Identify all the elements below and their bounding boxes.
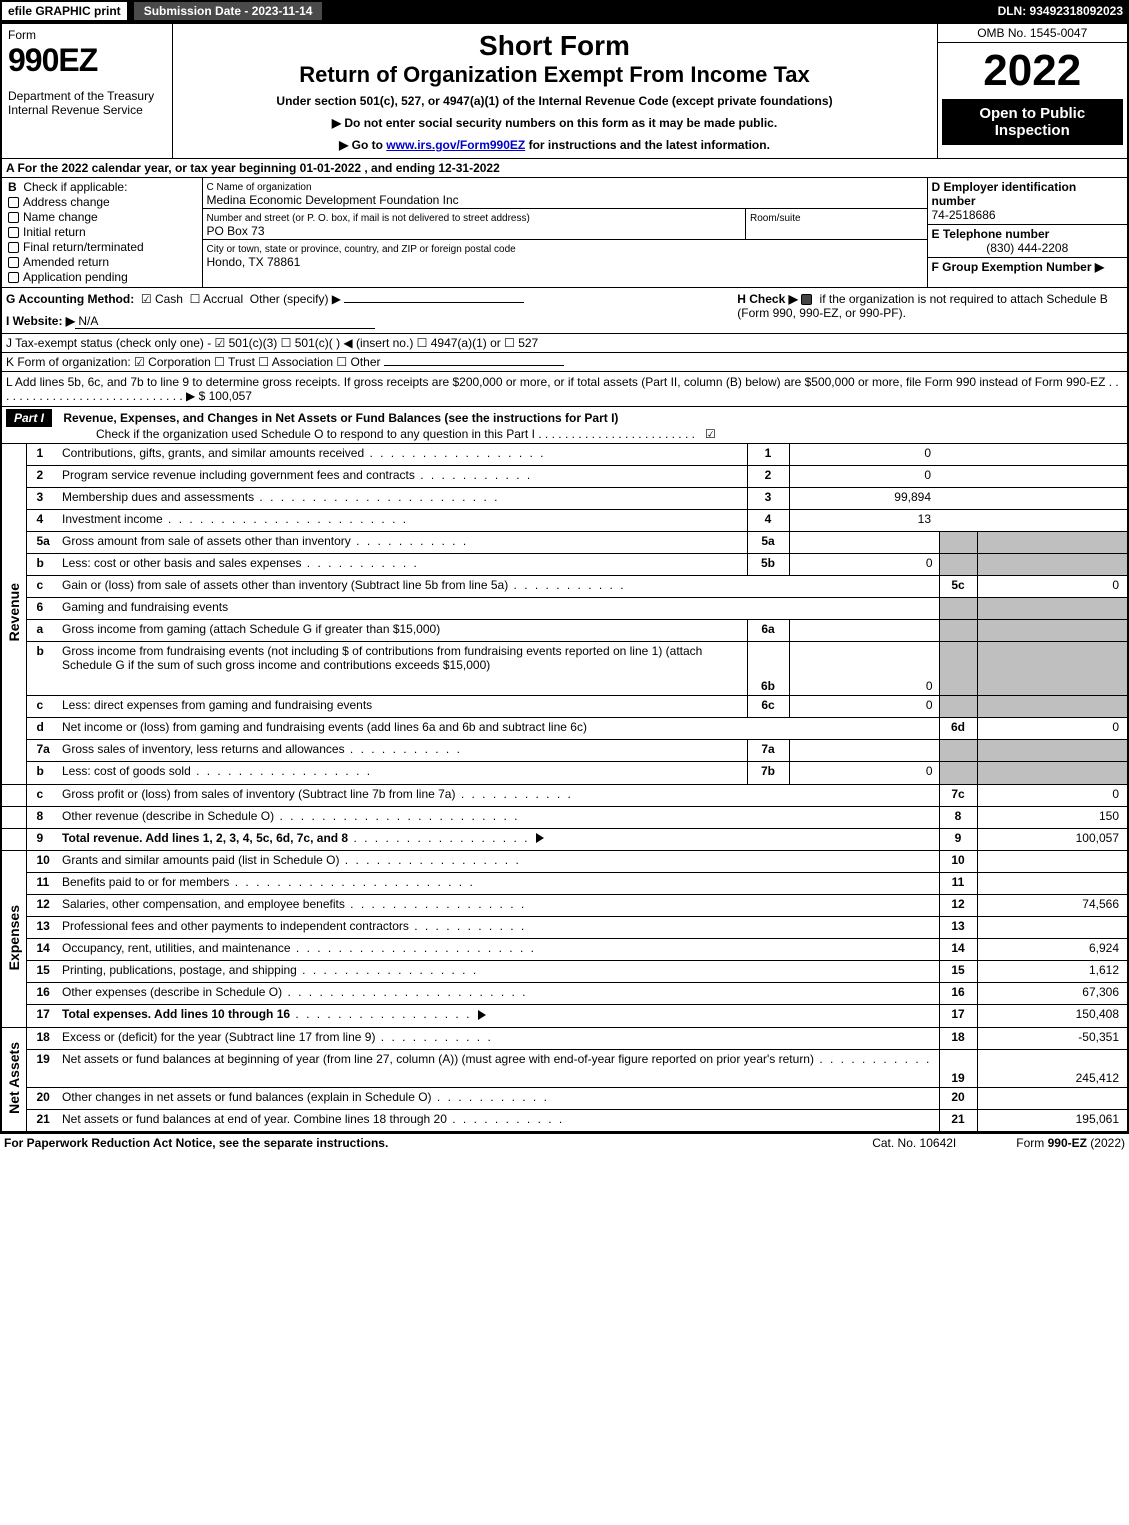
city-label: City or town, state or province, country… [207, 244, 516, 255]
col-b-checkboxes: B Check if applicable: Address change Na… [2, 178, 202, 288]
form-container: Form 990EZ Department of the Treasury In… [0, 22, 1129, 1133]
dln-number: DLN: 93492318092023 [998, 4, 1129, 18]
checkbox-final-return[interactable] [8, 242, 19, 253]
open-public-box: Open to Public Inspection [942, 99, 1124, 145]
phone-value: (830) 444-2208 [932, 241, 1124, 255]
form-ref: Form 990-EZ (2022) [1016, 1136, 1125, 1150]
row-a-period: A For the 2022 calendar year, or tax yea… [2, 159, 1127, 178]
part-i-label: Part I [6, 409, 52, 427]
form-meta-cell: OMB No. 1545-0047 2022 Open to Public In… [937, 24, 1127, 158]
arrow-icon [478, 1010, 486, 1020]
efile-print-button[interactable]: efile GRAPHIC print [0, 0, 129, 22]
arrow-icon [536, 833, 544, 843]
irs-link[interactable]: www.irs.gov/Form990EZ [386, 138, 525, 152]
form-id-cell: Form 990EZ Department of the Treasury In… [2, 24, 172, 158]
checkbox-amended-return[interactable] [8, 257, 19, 268]
ein-value: 74-2518686 [932, 208, 996, 222]
warning-1: ▶ Do not enter social security numbers o… [183, 116, 927, 130]
schedule-b-check: H Check ▶ if the organization is not req… [733, 288, 1127, 334]
part-i-header: Part I Revenue, Expenses, and Changes in… [2, 407, 1127, 444]
form-number: 990EZ [8, 42, 166, 79]
room-label: Room/suite [750, 213, 801, 224]
checkbox-name-change[interactable] [8, 212, 19, 223]
name-label: C Name of organization [207, 182, 312, 193]
form-title-1: Short Form [183, 30, 927, 62]
form-title-cell: Short Form Return of Organization Exempt… [172, 24, 937, 158]
col-c-org-info: C Name of organizationMedina Economic De… [202, 178, 927, 288]
row-l-gross-receipts: L Add lines 5b, 6c, and 7b to line 9 to … [2, 371, 1127, 406]
street-value: PO Box 73 [207, 224, 265, 238]
submission-date: Submission Date - 2023-11-14 [133, 1, 324, 21]
city-value: Hondo, TX 78861 [207, 255, 301, 269]
warning-2: ▶ Go to www.irs.gov/Form990EZ for instru… [183, 138, 927, 152]
checkbox-application-pending[interactable] [8, 272, 19, 283]
accounting-method: G Accounting Method: ☑ Cash ☐ Accrual Ot… [2, 288, 733, 334]
row-k-org-form: K Form of organization: ☑ Corporation ☐ … [2, 353, 1127, 372]
page-footer: For Paperwork Reduction Act Notice, see … [0, 1133, 1129, 1152]
net-assets-side-label: Net Assets [2, 1027, 26, 1131]
phone-label: E Telephone number [932, 227, 1050, 241]
street-label: Number and street (or P. O. box, if mail… [207, 213, 530, 224]
ein-label: D Employer identification number [932, 180, 1077, 208]
department-label: Department of the Treasury Internal Reve… [8, 89, 166, 117]
form-title-2: Return of Organization Exempt From Incom… [183, 62, 927, 88]
omb-number: OMB No. 1545-0047 [938, 24, 1128, 43]
form-subtitle: Under section 501(c), 527, or 4947(a)(1)… [183, 94, 927, 108]
checkbox-schedule-b[interactable] [801, 294, 812, 305]
row-j-tax-exempt: J Tax-exempt status (check only one) - ☑… [2, 334, 1127, 353]
paperwork-notice: For Paperwork Reduction Act Notice, see … [4, 1136, 872, 1150]
org-name: Medina Economic Development Foundation I… [207, 193, 459, 207]
form-word: Form [8, 28, 36, 42]
expenses-side-label: Expenses [2, 851, 26, 1027]
revenue-side-label: Revenue [2, 444, 26, 784]
form-header: Form 990EZ Department of the Treasury In… [2, 24, 1127, 158]
checkbox-address-change[interactable] [8, 197, 19, 208]
group-exempt-label: F Group Exemption Number ▶ [932, 260, 1105, 274]
checkbox-initial-return[interactable] [8, 227, 19, 238]
website-value: N/A [78, 314, 98, 328]
tax-year: 2022 [938, 43, 1128, 99]
top-bar: efile GRAPHIC print Submission Date - 20… [0, 0, 1129, 22]
catalog-number: Cat. No. 10642I [872, 1136, 1016, 1150]
col-def: D Employer identification number74-25186… [927, 178, 1127, 288]
